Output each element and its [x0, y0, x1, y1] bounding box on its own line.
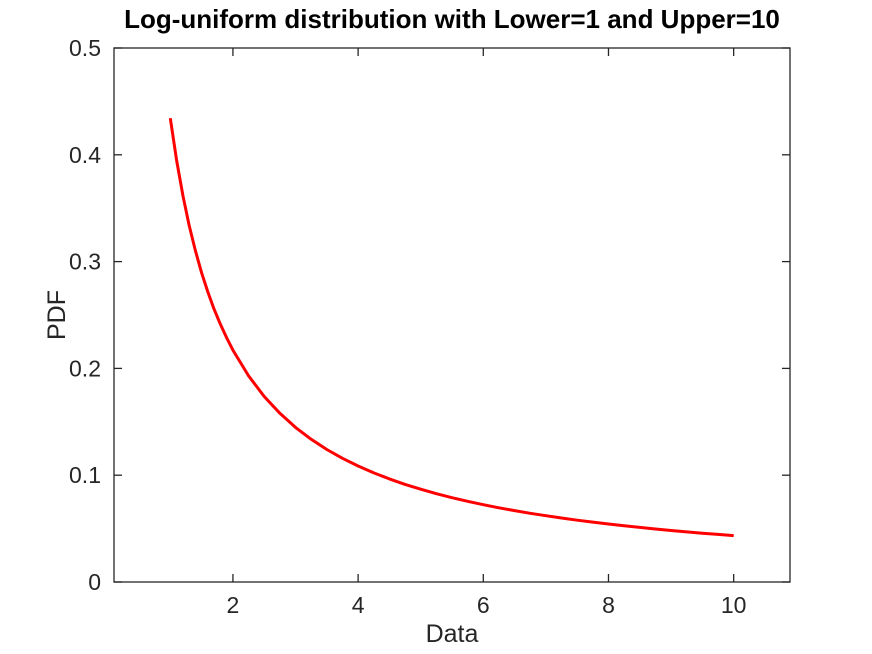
x-tick-label: 8	[602, 592, 615, 618]
axis-tick-labels: 2 4 6 8 10 0 0.1 0.2 0.3 0.4 0.5	[69, 35, 746, 618]
y-tick-label: 0.1	[69, 462, 101, 488]
y-tick-label: 0.3	[69, 249, 101, 275]
y-tick-label: 0.2	[69, 355, 101, 381]
pdf-curve	[168, 117, 734, 538]
x-tick-label: 10	[721, 592, 747, 618]
y-tick-label: 0.4	[69, 142, 101, 168]
y-axis-label: PDF	[43, 290, 71, 340]
x-tick-label: 4	[352, 592, 365, 618]
y-tick-label: 0	[88, 569, 101, 595]
y-tick-label: 0.5	[69, 35, 101, 61]
chart-title: Log-uniform distribution with Lower=1 an…	[124, 4, 780, 34]
x-axis-label: Data	[426, 620, 479, 648]
plot-box	[113, 47, 791, 583]
x-tick-label: 2	[227, 592, 240, 618]
x-tick-label: 6	[477, 592, 490, 618]
